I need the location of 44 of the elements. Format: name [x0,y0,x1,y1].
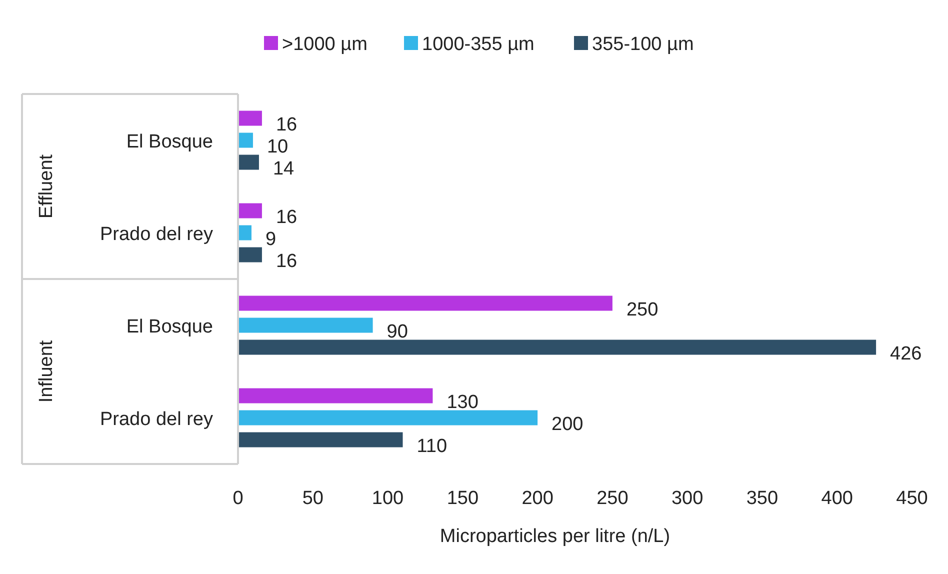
bar [238,247,262,262]
y-tick-label: El Bosque [126,131,213,152]
bar [238,340,876,355]
data-label: 130 [446,392,478,413]
text: Effluent [36,154,57,219]
x-tick-label: 400 [821,488,853,509]
bar [238,296,612,311]
y-tick-label: Prado del rey [100,408,214,430]
x-tick-label: 350 [746,488,778,509]
x-axis-title: Microparticles per litre (n/L) [440,526,670,547]
bar [238,110,262,126]
data-label: 426 [890,343,922,364]
data-label: 250 [626,299,658,320]
bar [238,432,403,448]
bar [238,318,373,333]
x-tick-label: 50 [302,488,324,509]
data-label: 16 [276,114,298,136]
x-tick-label: 300 [671,488,704,509]
x-tick-label: 150 [446,488,479,509]
y-tick-label: El Bosque [126,316,213,338]
legend-label: >1000 µm [282,34,368,55]
bar [238,132,253,148]
data-label: 16 [276,206,298,228]
x-tick-label: 100 [372,488,404,509]
data-label: 110 [416,436,448,457]
text: Influent [36,340,57,403]
data-label: 14 [272,158,295,180]
bar [238,203,262,218]
data-label: 9 [265,228,276,250]
bar [238,410,538,426]
bar [238,225,252,240]
x-tick-label: 450 [896,488,928,509]
y-tick-label: Prado del rey [100,224,214,245]
data-label: 90 [386,321,408,342]
bar [238,388,433,404]
bar [238,154,259,170]
data-label: 200 [552,414,584,435]
x-tick-label: 0 [232,488,244,509]
x-tick-label: 250 [596,488,628,509]
legend-label: 355-100 µm [592,34,694,55]
x-tick-label: 200 [522,488,554,509]
data-label: 16 [276,250,298,272]
data-label: 10 [266,136,288,158]
legend-label: 1000-355 µm [422,34,534,55]
